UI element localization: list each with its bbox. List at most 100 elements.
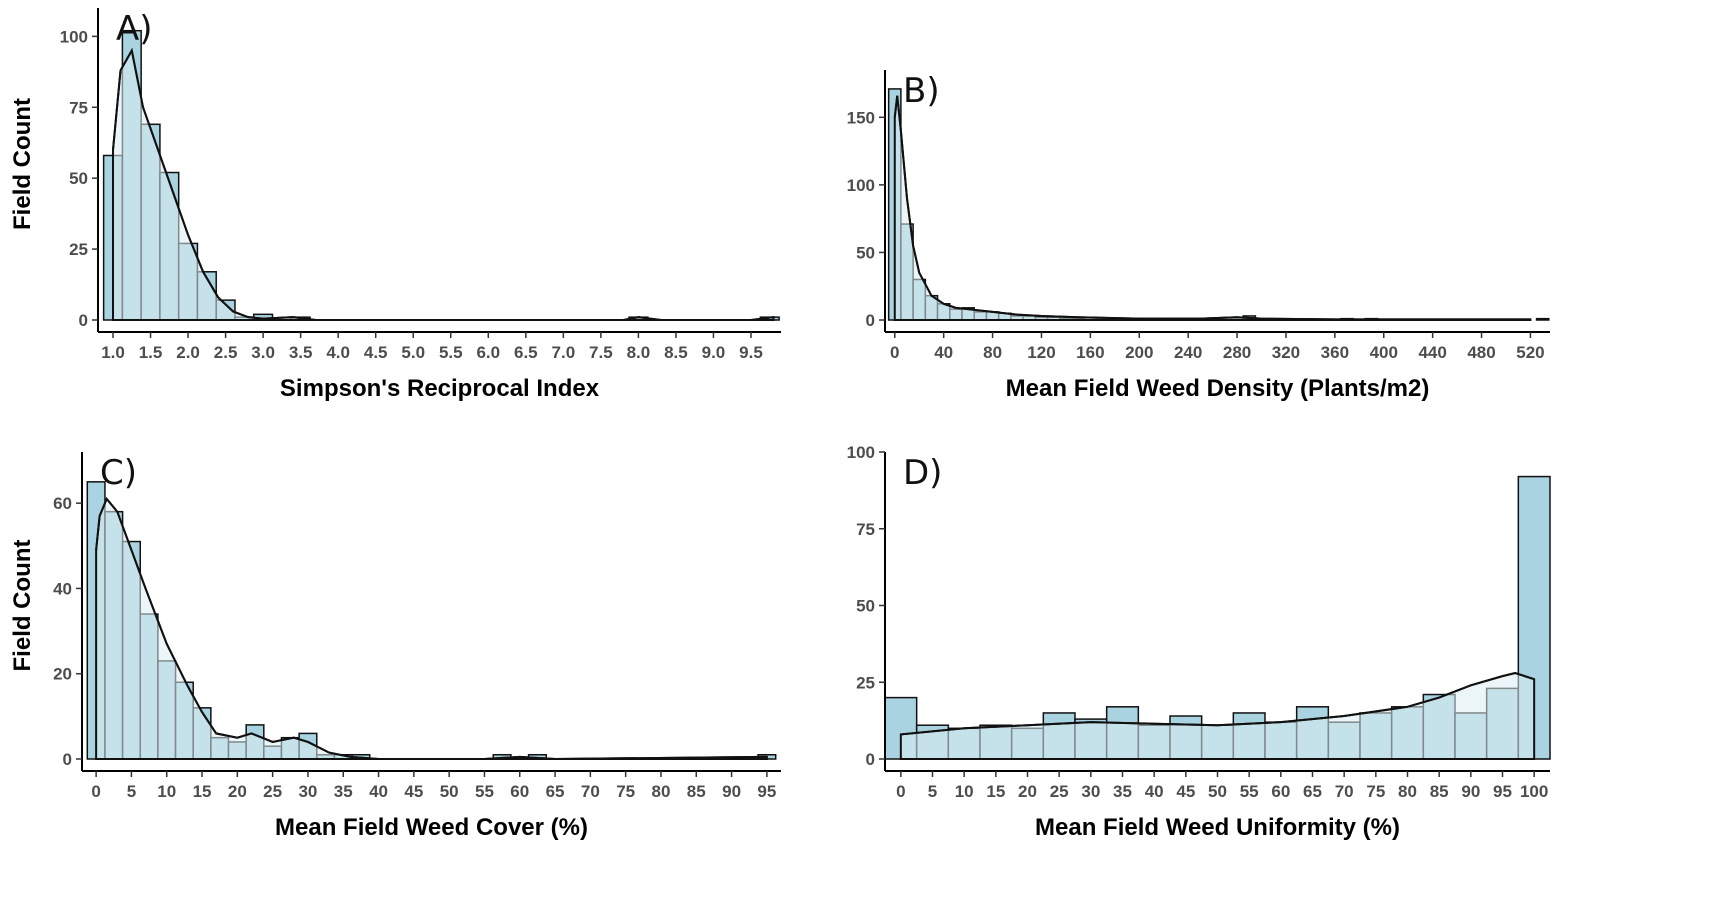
x-tick-label: 0 (896, 782, 905, 801)
y-tick-label: 50 (856, 597, 875, 616)
x-tick-label: 40 (369, 782, 388, 801)
x-tick-label: 70 (581, 782, 600, 801)
x-tick-label: 200 (1125, 343, 1153, 362)
y-tick-label: 50 (69, 169, 88, 188)
x-tick-label: 55 (475, 782, 494, 801)
panel-label: A) (116, 9, 153, 49)
x-tick-label: 0 (91, 782, 100, 801)
x-tick-label: 80 (983, 343, 1002, 362)
y-tick-label: 75 (856, 520, 875, 539)
x-tick-label: 2.5 (214, 343, 238, 362)
x-tick-label: 85 (1430, 782, 1449, 801)
histogram-bar (1535, 317, 1550, 321)
x-tick-label: 10 (157, 782, 176, 801)
x-tick-label: 30 (298, 782, 317, 801)
x-tick-label: 0 (890, 343, 899, 362)
x-tick-label: 7.5 (589, 343, 613, 362)
x-tick-label: 15 (193, 782, 212, 801)
y-tick-label: 75 (69, 98, 88, 117)
x-axis-title: Mean Field Weed Cover (%) (275, 814, 588, 841)
x-tick-label: 90 (722, 782, 741, 801)
x-tick-label: 45 (404, 782, 423, 801)
x-tick-label: 320 (1272, 343, 1300, 362)
x-tick-label: 4.0 (326, 343, 350, 362)
x-tick-label: 480 (1467, 343, 1495, 362)
x-tick-label: 45 (1176, 782, 1195, 801)
x-tick-label: 40 (934, 343, 953, 362)
density-curve-line (95, 496, 767, 761)
density-curve-line (893, 95, 1531, 321)
y-tick-label: 20 (53, 665, 72, 684)
x-tick-label: 4.5 (364, 343, 388, 362)
x-tick-label: 8.5 (664, 343, 688, 362)
x-tick-label: 160 (1076, 343, 1104, 362)
x-tick-label: 55 (1240, 782, 1259, 801)
y-tick-label: 100 (60, 27, 88, 46)
y-axis-title: Field Count (9, 540, 36, 672)
x-tick-label: 70 (1335, 782, 1354, 801)
x-tick-label: 3.0 (251, 343, 275, 362)
x-tick-label: 20 (1018, 782, 1037, 801)
y-tick-label: 0 (79, 311, 88, 330)
x-tick-label: 1.5 (139, 343, 163, 362)
x-tick-label: 35 (1113, 782, 1132, 801)
x-tick-label: 30 (1081, 782, 1100, 801)
x-tick-label: 5.0 (401, 343, 425, 362)
x-tick-label: 3.5 (289, 343, 313, 362)
x-tick-label: 65 (1303, 782, 1322, 801)
x-tick-label: 50 (440, 782, 459, 801)
y-tick-label: 25 (69, 240, 88, 259)
x-tick-label: 90 (1461, 782, 1480, 801)
x-tick-label: 10 (955, 782, 974, 801)
x-tick-label: 280 (1223, 343, 1251, 362)
x-tick-label: 120 (1027, 343, 1055, 362)
x-tick-label: 80 (652, 782, 671, 801)
x-tick-label: 80 (1398, 782, 1417, 801)
x-tick-label: 240 (1174, 343, 1202, 362)
y-tick-label: 150 (847, 108, 875, 127)
y-tick-label: 0 (866, 311, 875, 330)
x-tick-label: 25 (1050, 782, 1069, 801)
x-tick-label: 35 (334, 782, 353, 801)
y-tick-label: 25 (856, 673, 875, 692)
x-tick-label: 20 (228, 782, 247, 801)
x-tick-label: 520 (1516, 343, 1544, 362)
x-tick-label: 15 (986, 782, 1005, 801)
x-tick-label: 9.5 (739, 343, 763, 362)
x-tick-label: 40 (1145, 782, 1164, 801)
x-tick-label: 6.5 (514, 343, 538, 362)
x-tick-label: 1.0 (101, 343, 125, 362)
x-tick-label: 5 (127, 782, 136, 801)
x-tick-label: 9.0 (702, 343, 726, 362)
x-tick-label: 7.0 (552, 343, 576, 362)
x-tick-label: 50 (1208, 782, 1227, 801)
x-tick-label: 100 (1520, 782, 1548, 801)
y-tick-label: 60 (53, 494, 72, 513)
x-tick-label: 85 (687, 782, 706, 801)
x-tick-label: 95 (757, 782, 776, 801)
panel-label: D) (903, 453, 942, 493)
x-tick-label: 440 (1418, 343, 1446, 362)
x-tick-label: 60 (510, 782, 529, 801)
x-tick-label: 400 (1370, 343, 1398, 362)
x-tick-label: 360 (1321, 343, 1349, 362)
y-tick-label: 0 (866, 750, 875, 769)
x-tick-label: 75 (616, 782, 635, 801)
x-tick-label: 95 (1493, 782, 1512, 801)
x-tick-label: 5.5 (439, 343, 463, 362)
x-tick-label: 8.0 (627, 343, 651, 362)
x-axis-title: Mean Field Weed Density (Plants/m2) (1006, 375, 1430, 402)
panel-label: B) (903, 71, 940, 111)
x-axis-title: Simpson's Reciprocal Index (280, 375, 600, 402)
x-tick-label: 6.0 (476, 343, 500, 362)
x-tick-label: 65 (546, 782, 565, 801)
density-curve-line (900, 672, 1535, 736)
y-tick-label: 50 (856, 243, 875, 262)
x-tick-label: 2.0 (176, 343, 200, 362)
y-tick-label: 100 (847, 443, 875, 462)
x-tick-label: 5 (928, 782, 937, 801)
